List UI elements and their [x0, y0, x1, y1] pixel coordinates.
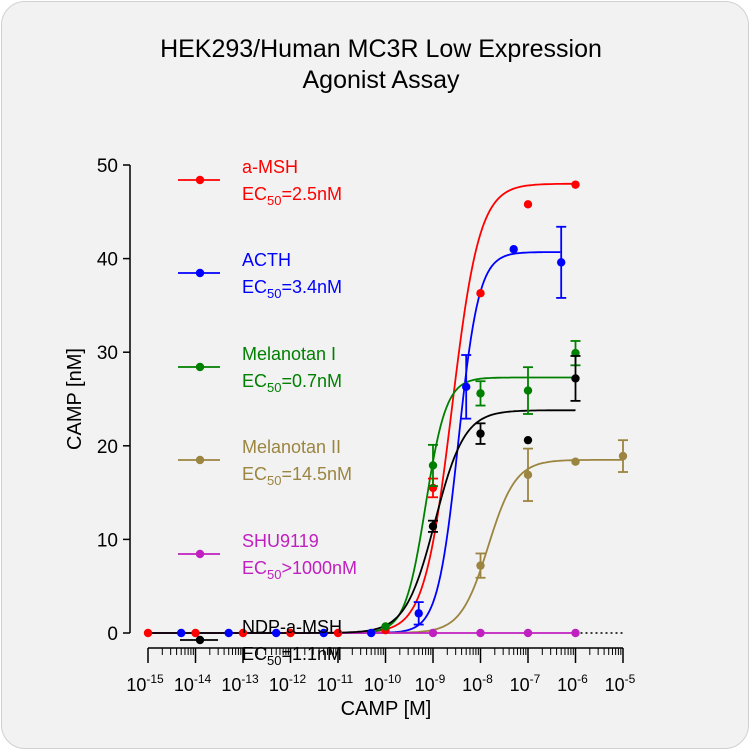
y-tick-label: 20 — [97, 437, 118, 458]
data-point — [333, 628, 343, 638]
legend-marker — [195, 635, 205, 645]
data-point — [509, 245, 518, 254]
y-tick-label: 0 — [107, 624, 118, 645]
data-point — [571, 628, 580, 638]
legend-name: NDP-a-MSH — [242, 617, 342, 637]
x-tick-label: 10-6 — [557, 672, 588, 695]
chart-title-line-2: Agonist Assay — [302, 66, 460, 94]
data-point — [428, 522, 438, 531]
x-tick-label: 10-7 — [510, 672, 541, 695]
fit-curves — [148, 182, 624, 634]
data-point — [177, 628, 186, 638]
data-point — [143, 628, 153, 638]
legend-ec50: EC50=0.7nM — [242, 371, 342, 395]
legend-marker — [195, 549, 205, 559]
fit-curve — [148, 409, 576, 634]
data-point — [272, 628, 281, 638]
data-point — [224, 628, 233, 638]
data-point — [523, 435, 533, 445]
data-point — [523, 470, 533, 480]
legend-name: a-MSH — [242, 157, 298, 177]
data-point — [462, 382, 471, 392]
data-point — [571, 457, 580, 466]
legend: a-MSH EC50=2.5nM ACTH EC50=3.4nM Melanotan I… — [178, 157, 357, 668]
fit-curve — [148, 376, 576, 634]
x-tick-label: 10-8 — [462, 672, 493, 695]
data-point — [238, 628, 248, 638]
legend-marker — [195, 362, 205, 372]
x-tick-label: 10-9 — [415, 672, 446, 695]
data-point — [523, 200, 533, 209]
legend-marker — [195, 268, 205, 278]
y-tick-label: 30 — [97, 343, 118, 364]
data-point — [523, 628, 533, 638]
legend-marker — [195, 175, 205, 185]
data-point — [367, 628, 376, 638]
x-tick-label: 10-13 — [221, 672, 259, 695]
legend-ec50: EC50>1000nM — [242, 558, 357, 582]
data-point — [571, 374, 580, 383]
data-point — [381, 622, 390, 631]
legend-name: Melanotan II — [242, 437, 341, 457]
data-point — [523, 386, 533, 395]
data-point — [414, 609, 423, 618]
x-tick-label: 10-10 — [364, 672, 402, 695]
legend-name: SHU9119 — [242, 531, 319, 551]
x-tick-label: 10-5 — [605, 672, 636, 695]
legend-ec50: EC50=3.4nM — [242, 277, 342, 301]
y-axis-label: CAMP [nM] — [64, 348, 86, 450]
data-points — [143, 180, 628, 638]
data-point — [476, 628, 485, 638]
y-tick-label: 50 — [97, 156, 118, 177]
y-tick-label: 40 — [97, 250, 118, 271]
legend-ec50: EC50=1.1nM — [242, 644, 342, 668]
fit-curve — [148, 458, 624, 634]
legend-name: Melanotan I — [242, 344, 336, 364]
data-point — [286, 628, 295, 638]
data-point — [618, 451, 628, 461]
data-point — [476, 429, 485, 438]
data-point — [557, 258, 566, 267]
data-point — [191, 628, 200, 638]
x-tick-label: 10-12 — [269, 672, 307, 695]
legend-marker — [195, 455, 205, 465]
data-point — [428, 628, 438, 638]
chart-title-line-1: HEK293/Human MC3R Low Expression — [160, 35, 602, 63]
data-point — [571, 180, 580, 189]
legend-name: ACTH — [242, 250, 291, 270]
y-tick-label: 10 — [97, 530, 118, 551]
legend-ec50: EC50=2.5nM — [242, 184, 342, 208]
x-tick-label: 10-11 — [317, 672, 354, 695]
data-point — [428, 461, 438, 470]
legend-ec50: EC50=14.5nM — [242, 464, 352, 488]
data-point — [476, 561, 485, 570]
data-point — [476, 389, 485, 398]
x-axis-label: CAMP [M] — [341, 698, 432, 720]
data-point — [476, 289, 485, 298]
x-tick-label: 10-15 — [126, 672, 164, 695]
axes: 0 10 20 30 40 50 10-15 10-14 10-13 10-12 10-11 10-1… — [97, 156, 636, 695]
x-tick-label: 10-14 — [174, 672, 212, 695]
data-point — [319, 628, 328, 638]
